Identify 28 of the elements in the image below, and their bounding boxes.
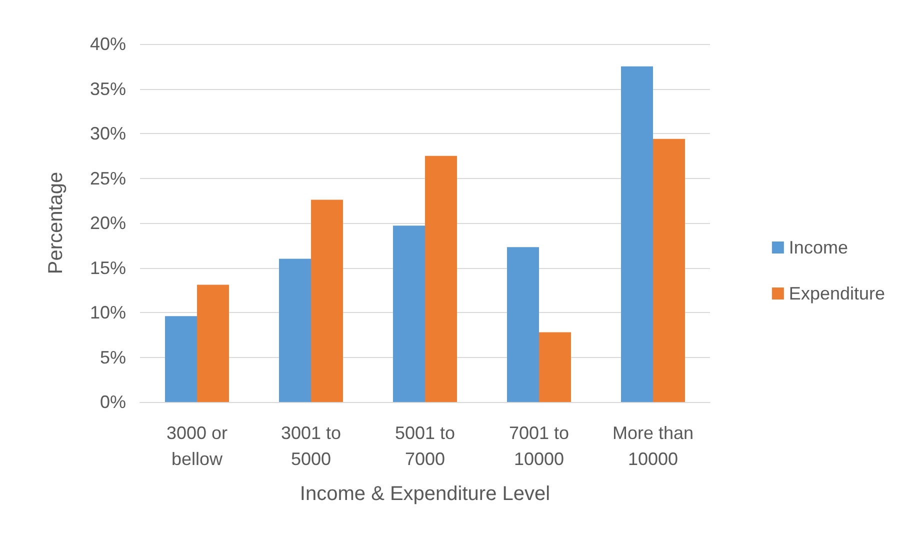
bar	[425, 156, 457, 402]
bar	[279, 258, 311, 402]
x-tick-label: 7001 to 10000	[508, 423, 570, 469]
y-tick-label: 0%	[100, 392, 126, 412]
x-tick-label: 3001 to 5000	[280, 423, 342, 469]
x-tick-label: More than 10000	[612, 423, 694, 469]
y-tick-label: 20%	[90, 213, 126, 233]
y-tick-label: 25%	[90, 168, 126, 188]
bar	[507, 247, 539, 402]
bar	[393, 226, 425, 402]
x-tick-label: 3000 or bellow	[166, 423, 228, 469]
y-tick-label: 10%	[90, 302, 126, 322]
x-tick-label: 5001 to 7000	[394, 423, 456, 469]
y-tick-label: 5%	[100, 347, 126, 368]
legend-label: Income	[788, 238, 848, 258]
bar	[539, 332, 571, 402]
y-tick-label: 40%	[90, 34, 126, 54]
x-axis-title: Income & Expenditure Level	[300, 483, 550, 505]
y-tick-label: 30%	[90, 124, 126, 144]
bar	[311, 200, 343, 402]
y-tick-label: 15%	[90, 258, 126, 278]
y-tick-label: 35%	[90, 78, 126, 99]
bar	[197, 284, 229, 402]
y-axis-title: Percentage	[45, 172, 67, 274]
bar	[653, 138, 685, 402]
bar	[165, 316, 197, 402]
legend-label: Expenditure	[788, 284, 886, 304]
bar	[621, 66, 653, 402]
